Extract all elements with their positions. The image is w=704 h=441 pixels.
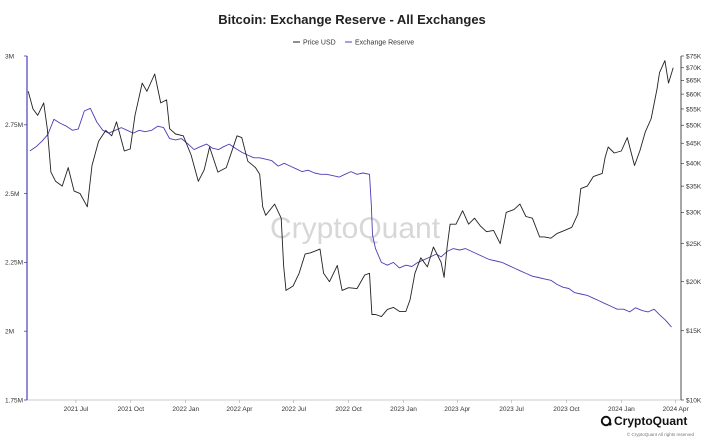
left-tick-label: 2.25M [5, 260, 23, 267]
right-tick-label: $25K [686, 241, 702, 248]
x-tick-label: 2022 Oct [335, 406, 362, 413]
cryptoquant-logo-icon [600, 415, 612, 427]
right-tick-label: $40K [686, 161, 702, 168]
right-tick-label: $50K [686, 123, 702, 130]
right-tick-label: $30K [686, 210, 702, 217]
x-axis-ticks: 2021 Jul 2021 Oct 2022 Jan 2022 Apr 2022 Jul… [64, 400, 690, 413]
legend-price-label: Price USD [303, 40, 336, 47]
left-tick-label: 2.75M [5, 122, 23, 129]
x-tick-label: 2022 Jul [281, 406, 306, 413]
series-layer [27, 60, 674, 328]
footer-brand: CryptoQuant © CryptoQuant All rights res… [600, 414, 695, 437]
x-tick-label: 2023 Jul [499, 406, 524, 413]
x-tick-label: 2022 Apr [226, 406, 253, 413]
right-tick-label: $65K [686, 78, 702, 85]
right-tick-label: $15K [686, 328, 702, 335]
cryptoquant-logo-dot-icon [608, 422, 612, 426]
x-tick-label: 2023 Apr [444, 406, 471, 413]
right-tick-label: $60K [686, 91, 702, 98]
footer-brand-name: CryptoQuant [614, 414, 687, 428]
x-tick-label: 2022 Jan [172, 406, 199, 413]
left-tick-label: 2.5M [5, 191, 19, 198]
watermark: CryptoQuant [270, 212, 441, 245]
right-tick-label: $10K [686, 397, 702, 404]
x-tick-label: 2024 Apr [663, 406, 690, 413]
footer-copyright: © CryptoQuant All rights reserved [627, 431, 695, 437]
chart-title: Bitcoin: Exchange Reserve - All Exchange… [218, 12, 486, 27]
legend: Price USD Exchange Reserve [293, 40, 414, 47]
right-tick-label: $70K [686, 65, 702, 72]
x-tick-label: 2021 Oct [118, 406, 145, 413]
right-tick-label: $45K [686, 141, 702, 148]
right-tick-label: $20K [686, 279, 702, 286]
left-y-axis-ticks: 3M 2.75M 2.5M 2.25M 2M 1.75M [5, 53, 27, 404]
x-tick-label: 2021 Jul [64, 406, 89, 413]
x-tick-label: 2023 Jan [390, 406, 417, 413]
left-tick-label: 3M [5, 53, 14, 60]
x-tick-label: 2023 Oct [553, 406, 580, 413]
right-tick-label: $35K [686, 183, 702, 190]
left-tick-label: 2M [5, 329, 14, 336]
right-tick-label: $75K [686, 53, 702, 60]
left-tick-label: 1.75M [5, 397, 23, 404]
right-y-axis-ticks: $75K $70K $65K $60K $55K $50K $45K $40K $35K $30K… [681, 53, 702, 404]
x-tick-label: 2024 Jan [608, 406, 635, 413]
legend-reserve-label: Exchange Reserve [355, 40, 414, 47]
price-usd-line [27, 60, 674, 318]
right-tick-label: $55K [686, 106, 702, 113]
exchange-reserve-line [29, 107, 672, 328]
